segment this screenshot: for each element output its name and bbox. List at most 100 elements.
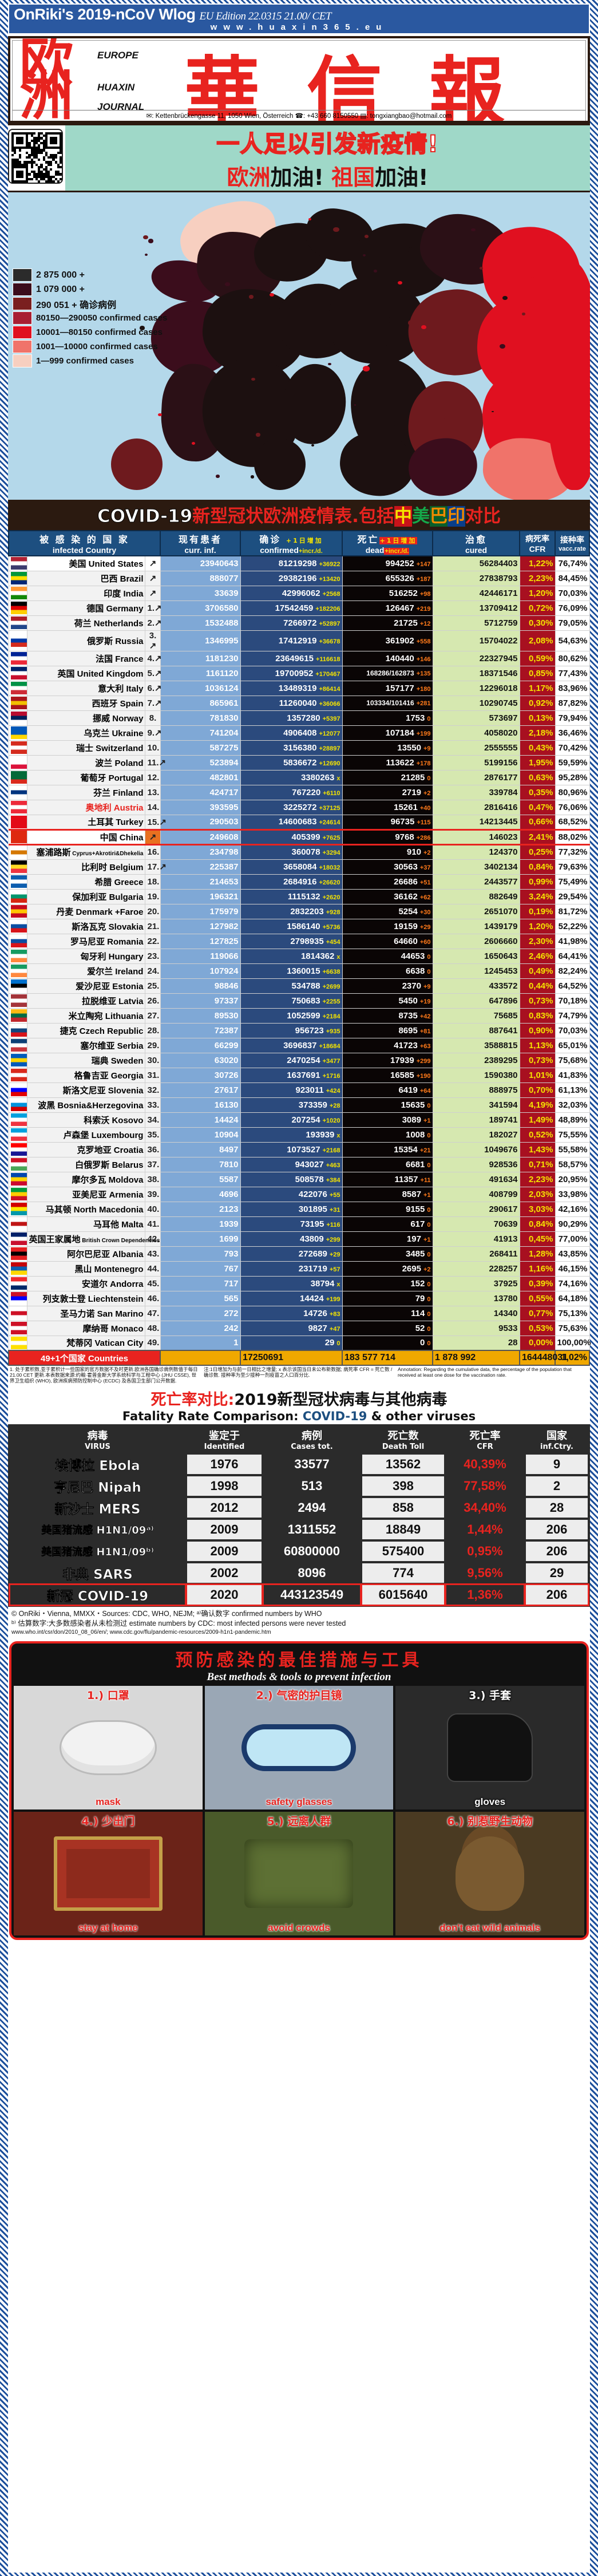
table-row[interactable]: 斯洛文尼亚 Slovenia 32. 27617 923011 +424 6419 +64 8… [9,1082,589,1097]
dead-value: 79 0 [342,1291,433,1306]
country-name-en: Norway [110,714,143,724]
table-row[interactable]: 保加利亚 Bulgaria 19. 196321 1115132 +2620 36162 +… [9,889,589,904]
table-row[interactable]: 乌克兰 Ukraine 9.↗ 741204 4906408 +12077 107184 +… [9,725,589,740]
table-row[interactable]: 波黑 Bosnia&Herzegovina 33. 16130 373359 +28 15… [9,1097,589,1112]
table-row[interactable]: 卢森堡 Luxembourg 35. 10904 193939 x 1008 0 182027… [9,1127,589,1142]
virus-deaths: 858 [362,1498,444,1518]
country-name-cn: 塞浦路斯 [36,847,70,858]
vaccination-rate-value: 29,54% [555,889,589,904]
table-row[interactable]: 塞浦路斯 Cyprus+Akrotiri&Dhekelia 16. 234798 36… [9,844,589,859]
dead-value: 41723 +63 [342,1038,433,1053]
country-rank: 24. [145,963,160,978]
table-row[interactable]: 俄罗斯 Russia 3. ↗ 1346995 17412919 +36678 36190… [9,630,589,651]
table-row[interactable]: 瑞典 Sweden 30. 63020 2470254 +3477 17939 +299 23… [9,1053,589,1068]
table-row[interactable]: 列支敦士登 Liechtenstein 46. 565 14424 +199 79 0 137… [9,1291,589,1306]
table-row[interactable]: 梵蒂冈 Vatican City 49. 1 29 0 0 0 28 0,00% 100,00% [9,1336,589,1350]
vaccination-rate-value: 83,96% [555,681,589,696]
table-row[interactable]: 拉脱维亚 Latvia 26. 97337 750683 +2255 5450 +19 647… [9,993,589,1008]
table-row[interactable]: 挪威 Norway 8. 781830 1357280 +5397 1753 0 573697… [9,710,589,725]
table-row[interactable]: 匈牙利 Hungary 23. 119066 1814362 x 44653 0 165064… [9,949,589,963]
country-name-cell: 德国 Germany [27,600,145,615]
table-row[interactable]: 亚美尼亚 Armenia 39. 4696 422076 +55 8587 +1 408799… [9,1187,589,1202]
website-url[interactable]: www.huaxin365.eu [14,22,584,32]
table-row[interactable]: 摩纳哥 Monaco 48. 242 9827 +47 52 0 9533 0,53% 75,63… [9,1321,589,1336]
table-row[interactable]: 印度 India ↗ 33639 42996062 +2568 516252 +98 4244… [9,586,589,600]
table-row[interactable]: 比利时 Belgium 17.↗ 225387 3658084 +18032 30563 +… [9,859,589,874]
country-flag-icon [9,1291,27,1306]
table-row[interactable]: 美国 United States ↗ 23940643 81219298 +36922 9… [9,556,589,571]
table-row[interactable]: 德国 Germany 1.↗ 3706580 17542459 +182206 12646… [9,600,589,615]
fatality-title-en: Fatality Rate Comparison: COVID-19 & oth… [8,1409,590,1423]
virus-name: 非典 SARS [10,1563,185,1583]
cfr-value: 0,71% [520,1157,555,1172]
confirmed-value: 923011 +424 [240,1082,342,1097]
fth-ctry-cn: 国家 [527,1428,587,1443]
table-row[interactable]: 土耳其 Turkey 15.↗ 290503 14600683 +24614 96735 +… [9,815,589,829]
headline-line-1: 一人足以引发新疫情! [216,125,438,159]
dead-value: 516252 +98 [342,586,433,600]
table-row[interactable]: 摩尔多瓦 Moldova 38. 5587 508578 +384 11357 +11 491… [9,1172,589,1187]
confirmed-value: 534788 +2699 [240,978,342,993]
vaccination-rate-value: 76,09% [555,600,589,615]
dead-increment: 0 [427,1103,430,1109]
confirmed-value: 13489319 +86414 [240,681,342,696]
table-row[interactable]: 米立陶宛 Lithuania 27. 89530 1052599 +2184 8735 +4… [9,1008,589,1023]
fatality-row: 美国猪流感 H1N1/09ᵃ⁾ 2009 1311552 18849 1,44% 206 [10,1520,588,1539]
country-name-cn: 西班牙 [92,698,117,709]
table-row[interactable]: 荷兰 Netherlands 2.↗ 1532488 7266972 +52897 217… [9,615,589,630]
table-row[interactable]: 圣马力诺 San Marino 47. 272 14726 +83 114 0 14340 0,… [9,1306,589,1321]
table-row[interactable]: 阿尔巴尼亚 Albania 43. 793 272689 +29 3485 0 268411 1… [9,1246,589,1261]
confirmed-value: 11260040 +36066 [240,696,342,710]
dead-increment: +63 [420,1043,431,1050]
vaccination-rate-value: 79,94% [555,710,589,725]
home-shape [54,1836,163,1911]
th-cur-cn: 现有患者 [162,532,239,546]
dead-increment: +115 [417,819,430,826]
table-row[interactable]: 意大利 Italy 6.↗ 1036124 13489319 +86414 157177 +… [9,681,589,696]
table-row[interactable]: 科索沃 Kosovo 34. 14424 207254 +1020 3089 +1 18974… [9,1112,589,1127]
table-row[interactable]: 英国 United Kingdom 5.↗ 1161120 19700952 +1704… [9,666,589,681]
country-name-en: Lithuania [103,1012,144,1021]
cured-value: 27838793 [433,571,520,586]
th-conf-cn-text: 确诊 [259,534,281,545]
table-row[interactable]: 罗马尼亚 Romania 22. 127825 2798935 +454 64660 +60… [9,934,589,949]
table-row[interactable]: 奥地利 Austria 14. 393595 3225272 +37125 15261 +4… [9,800,589,815]
table-row[interactable]: 波兰 Poland 11.↗ 523894 5836672 +12690 113622 +1… [9,755,589,770]
country-flag-icon [9,1246,27,1261]
table-row[interactable]: 马其顿 North Macedonia 40. 2123 301895 +31 9155 0… [9,1202,589,1216]
table-row[interactable]: 芬兰 Finland 13. 424717 767220 +6110 2719 +2 3397… [9,785,589,800]
table-row[interactable]: 瑞士 Switzerland 10. 587275 3156380 +28897 1355… [9,740,589,755]
table-row[interactable]: 格鲁吉亚 Georgia 31. 30726 1637691 +1716 16585 +19… [9,1068,589,1082]
table-row[interactable]: 白俄罗斯 Belarus 37. 7810 943027 +463 6681 0 928536… [9,1157,589,1172]
table-row[interactable]: 丹麦 Denmark +Faroe 20. 175979 2832203 +928 525… [9,904,589,919]
table-row[interactable]: 爱沙尼亚 Estonia 25. 98846 534788 +2699 2370 +9 433… [9,978,589,993]
country-name-en: Croatia [112,1145,144,1155]
country-name-cn: 瑞典 [92,1056,109,1066]
table-row[interactable]: 法国 France 4.↗ 1181230 23649615 +116618 140440… [9,651,589,666]
confirmed-increment: +299 [326,1236,340,1243]
qr-code-icon[interactable] [8,129,63,184]
table-row[interactable]: 捷克 Czech Republic 28. 72387 956723 +935 8695 +… [9,1023,589,1038]
country-flag-icon [9,978,27,993]
table-row[interactable]: 爱尔兰 Ireland 24. 107924 1360015 +6638 6638 0 124… [9,963,589,978]
total-blank [160,1350,240,1365]
table-row[interactable]: 中国 China ↗ 249608 405399 +7625 9768 +286 146023… [9,829,589,844]
table-row[interactable]: 希腊 Greece 18. 214653 2684916 +26620 26686 +51 2… [9,874,589,889]
table-row[interactable]: 马耳他 Malta 41. 1939 73195 +116 617 0 70639 0,84% 9… [9,1216,589,1231]
table-row[interactable]: 葡萄牙 Portugal 12. 482801 3380263 x 21285 0 28761… [9,770,589,785]
fth-cfr-en: CFR [447,1443,522,1451]
table-row[interactable]: 斯洛瓦克 Slovakia 21. 127982 1586140 +5736 19159 +… [9,919,589,934]
table-row[interactable]: 克罗地亚 Croatia 36. 8497 1073527 +2168 15354 +21 1… [9,1142,589,1157]
table-row[interactable]: 塞尔维亚 Serbia 29. 66299 3696837 +18684 41723 +63… [9,1038,589,1053]
table-row[interactable]: 西班牙 Spain 7.↗ 865961 11260040 +36066 103334/1… [9,696,589,710]
legend-color-swatch [13,283,32,296]
virus-deaths: 575400 [362,1542,444,1561]
country-name-en: Switzerland [93,744,144,753]
map-island [148,239,153,243]
current-infected-value: 393595 [160,800,240,815]
country-name-cn: 乌克兰 [84,728,109,738]
table-row[interactable]: 英国王家属地 British Crown Dependencies 42. 1699… [9,1231,589,1246]
table-row[interactable]: 黑山 Montenegro 44. 767 231719 +57 2695 +2 228257… [9,1261,589,1276]
table-row[interactable]: 巴西 Brazil ↗ 888077 29382196 +13420 655326 +187… [9,571,589,586]
table-row[interactable]: 安道尔 Andorra 45. 717 38794 x 152 0 37925 0,39% 74,… [9,1276,589,1291]
